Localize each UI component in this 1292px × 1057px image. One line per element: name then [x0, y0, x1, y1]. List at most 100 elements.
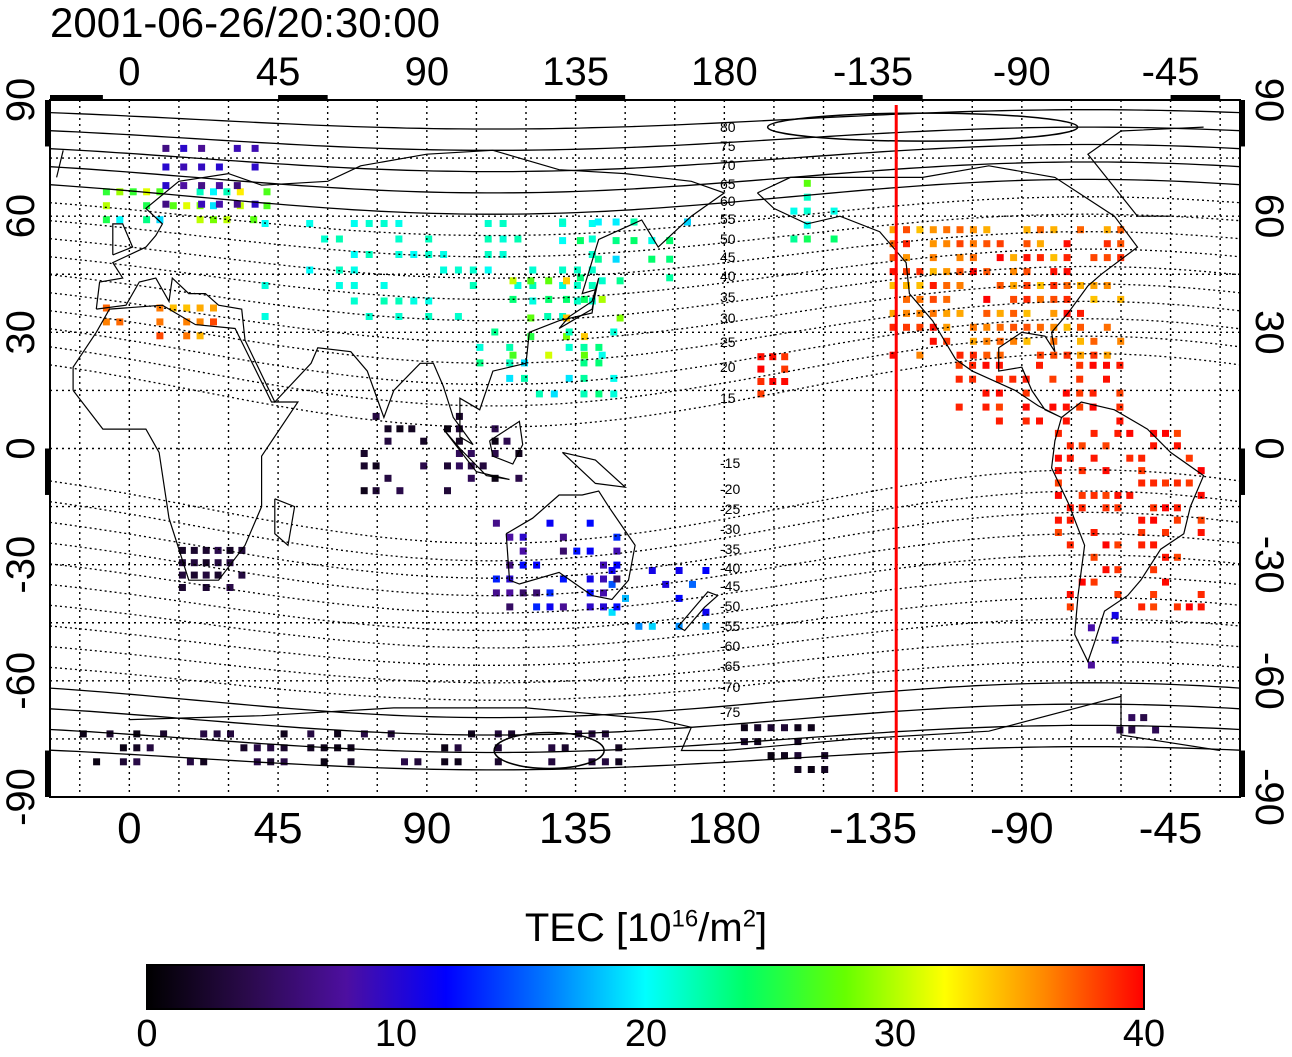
- tec-cell: [198, 144, 206, 152]
- tec-cell: [769, 353, 777, 361]
- frame-tick-bar: [1239, 750, 1245, 797]
- tec-cell: [1138, 479, 1146, 487]
- tec-cell: [119, 758, 127, 766]
- tec-cell: [440, 251, 448, 258]
- lat-tick-label-left: -90: [0, 768, 43, 826]
- tec-cell: [1076, 375, 1084, 383]
- tec-cell: [519, 547, 527, 555]
- tec-cell: [492, 519, 500, 527]
- tec-cell: [1090, 282, 1098, 289]
- tec-cell: [280, 744, 288, 752]
- tec-cell: [215, 163, 223, 171]
- maglat-label: 20: [720, 359, 736, 375]
- tec-cell: [943, 323, 951, 331]
- tec-cell: [484, 251, 492, 258]
- tec-cell: [395, 297, 403, 305]
- tec-cell: [1066, 603, 1074, 611]
- tec-cell: [1138, 516, 1146, 524]
- tec-cell: [1173, 553, 1181, 561]
- tec-cell: [1128, 714, 1136, 722]
- tec-cell: [1103, 323, 1111, 331]
- tec-cell: [781, 365, 789, 373]
- tec-cell: [253, 744, 261, 752]
- maglat-label: -70: [720, 679, 740, 695]
- tec-cell: [595, 343, 603, 351]
- tec-cell: [183, 318, 191, 326]
- tec-cell: [803, 179, 811, 187]
- tec-cell: [395, 313, 403, 320]
- tec-cell: [1103, 282, 1111, 289]
- maglat-contour: [50, 231, 1240, 279]
- tec-cell: [1103, 240, 1111, 248]
- tec-cell: [521, 359, 528, 367]
- tec-cell: [183, 202, 191, 210]
- tec-cell: [156, 332, 164, 340]
- tec-cell: [1150, 541, 1158, 549]
- tec-cell: [573, 547, 581, 555]
- tec-cell: [594, 255, 602, 263]
- tec-cell: [213, 730, 221, 738]
- tec-cell: [454, 744, 462, 752]
- tec-cell: [1116, 389, 1124, 397]
- tec-cell: [491, 437, 499, 445]
- tec-cell: [595, 390, 603, 398]
- tec-cell: [321, 235, 329, 243]
- tec-cell: [889, 309, 897, 317]
- frame-tick-bar: [873, 95, 923, 101]
- tec-cell: [995, 403, 1003, 411]
- tec-cell: [1036, 417, 1043, 425]
- tec-cell: [1054, 454, 1062, 462]
- tec-cell: [515, 450, 523, 457]
- tec-cell: [1114, 491, 1122, 499]
- tec-cell: [565, 343, 573, 351]
- tec-cell: [535, 390, 543, 398]
- tec-cell: [102, 202, 110, 210]
- coastline: [129, 695, 1221, 752]
- lon-tick-label-bottom: -90: [990, 804, 1054, 853]
- maglat-label: -50: [720, 598, 740, 614]
- tec-cell: [1150, 566, 1158, 574]
- lon-tick-label-bottom: 0: [117, 804, 141, 853]
- lon-tick-label-top: 135: [542, 50, 609, 94]
- tec-cell: [263, 202, 271, 210]
- tec-cell: [610, 390, 618, 398]
- tec-cell: [1103, 226, 1111, 234]
- tec-cell: [1102, 442, 1110, 450]
- tec-cell: [794, 752, 802, 760]
- tec-cell: [1023, 268, 1031, 276]
- tec-cell: [613, 547, 621, 555]
- tec-cell: [529, 266, 537, 274]
- tec-cell: [943, 226, 951, 234]
- lat-tick-label-right: 90: [1247, 78, 1291, 123]
- tec-cell: [180, 163, 188, 171]
- coastline: [1050, 401, 1205, 664]
- tec-cell: [969, 351, 977, 359]
- frame-tick-bar: [45, 750, 51, 797]
- maglat-contour: [50, 265, 1240, 322]
- tec-cell: [956, 240, 964, 248]
- tec-cell: [215, 200, 223, 208]
- tec-cell: [916, 295, 924, 303]
- tec-cell: [514, 235, 522, 243]
- tec-cell: [608, 608, 616, 616]
- tec-cell: [956, 254, 964, 262]
- coastline: [72, 304, 300, 581]
- tec-cell: [521, 374, 528, 382]
- tec-cell: [1162, 553, 1169, 561]
- magnetic-latitude-contours: [50, 109, 1240, 771]
- tec-cell: [545, 277, 553, 285]
- tec-cell: [612, 218, 620, 226]
- tec-cell: [807, 766, 815, 773]
- tec-cell: [1090, 491, 1098, 499]
- tec-cell: [116, 216, 124, 224]
- tec-cell: [803, 193, 811, 201]
- colorbar-tick-10: 10: [374, 1013, 418, 1055]
- tec-cell: [196, 188, 204, 196]
- tec-cell: [916, 282, 924, 289]
- axis-tick-labels: 0045459090135135180180-135-135-90-90-45-…: [0, 50, 1291, 853]
- lat-lon-grid: [50, 100, 1240, 797]
- tec-cell: [996, 337, 1004, 345]
- tec-cell: [576, 237, 584, 245]
- tec-cell: [903, 226, 910, 234]
- tec-cell: [280, 730, 288, 738]
